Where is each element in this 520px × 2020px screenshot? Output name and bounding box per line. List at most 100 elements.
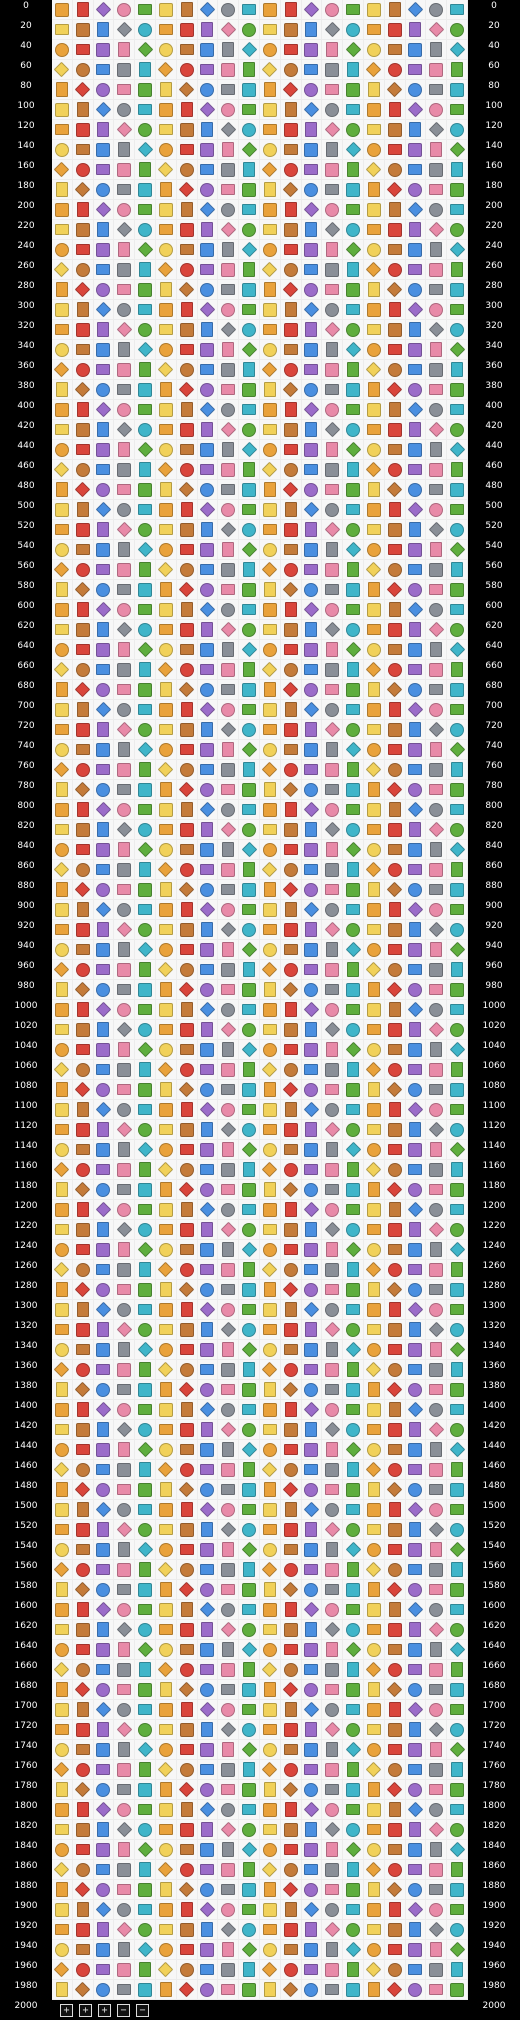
icon-cell[interactable]: [72, 1240, 94, 1260]
icon-cell[interactable]: [259, 300, 281, 320]
icon-cell[interactable]: [301, 720, 323, 740]
icon-cell[interactable]: [218, 920, 240, 940]
icon-cell[interactable]: [363, 1920, 385, 1940]
icon-cell[interactable]: [114, 660, 136, 680]
icon-cell[interactable]: [155, 1300, 177, 1320]
icon-cell[interactable]: [259, 960, 281, 980]
icon-cell[interactable]: [447, 1600, 468, 1620]
icon-cell[interactable]: [93, 1720, 115, 1740]
icon-cell[interactable]: [280, 560, 302, 580]
icon-cell[interactable]: [239, 1420, 260, 1440]
icon-cell[interactable]: [343, 360, 364, 380]
icon-cell[interactable]: [343, 940, 364, 960]
icon-cell[interactable]: [384, 1480, 406, 1500]
icon-cell[interactable]: [114, 120, 136, 140]
icon-cell[interactable]: [280, 600, 302, 620]
icon-cell[interactable]: [280, 1120, 302, 1140]
icon-cell[interactable]: [363, 1780, 385, 1800]
icon-cell[interactable]: [155, 1340, 177, 1360]
icon-cell[interactable]: [259, 1220, 281, 1240]
icon-cell[interactable]: [135, 320, 156, 340]
icon-cell[interactable]: [259, 1180, 281, 1200]
icon-cell[interactable]: [176, 1060, 198, 1080]
icon-cell[interactable]: [426, 160, 448, 180]
icon-cell[interactable]: [135, 1500, 156, 1520]
icon-cell[interactable]: [239, 1940, 260, 1960]
icon-cell[interactable]: [447, 260, 468, 280]
icon-cell[interactable]: [426, 980, 448, 1000]
icon-cell[interactable]: [218, 520, 240, 540]
icon-cell[interactable]: [218, 800, 240, 820]
icon-cell[interactable]: [72, 1200, 94, 1220]
icon-cell[interactable]: [280, 380, 302, 400]
icon-cell[interactable]: [114, 580, 136, 600]
icon-cell[interactable]: [301, 960, 323, 980]
icon-cell[interactable]: [93, 480, 115, 500]
icon-cell[interactable]: [322, 1340, 344, 1360]
icon-cell[interactable]: [155, 80, 177, 100]
icon-cell[interactable]: [52, 820, 73, 840]
icon-cell[interactable]: [322, 0, 344, 20]
icon-cell[interactable]: [301, 1500, 323, 1520]
icon-cell[interactable]: [218, 1660, 240, 1680]
icon-cell[interactable]: [239, 1860, 260, 1880]
icon-cell[interactable]: [52, 100, 73, 120]
icon-cell[interactable]: [301, 480, 323, 500]
icon-cell[interactable]: [176, 1360, 198, 1380]
icon-cell[interactable]: [280, 1560, 302, 1580]
icon-cell[interactable]: [343, 560, 364, 580]
icon-cell[interactable]: [447, 1020, 468, 1040]
icon-cell[interactable]: [155, 1040, 177, 1060]
icon-cell[interactable]: [322, 1680, 344, 1700]
icon-cell[interactable]: [343, 440, 364, 460]
icon-cell[interactable]: [93, 1940, 115, 1960]
icon-cell[interactable]: [176, 80, 198, 100]
icon-cell[interactable]: [218, 1540, 240, 1560]
icon-cell[interactable]: [72, 940, 94, 960]
icon-cell[interactable]: [322, 1260, 344, 1280]
icon-cell[interactable]: [93, 240, 115, 260]
icon-cell[interactable]: [280, 1620, 302, 1640]
icon-cell[interactable]: [197, 1540, 219, 1560]
icon-cell[interactable]: [280, 1700, 302, 1720]
icon-cell[interactable]: [218, 580, 240, 600]
icon-cell[interactable]: [322, 820, 344, 840]
icon-cell[interactable]: [239, 1160, 260, 1180]
icon-cell[interactable]: [218, 1040, 240, 1060]
icon-cell[interactable]: [301, 1220, 323, 1240]
icon-cell[interactable]: [114, 1560, 136, 1580]
icon-cell[interactable]: [93, 760, 115, 780]
icon-cell[interactable]: [52, 1000, 73, 1020]
icon-cell[interactable]: [447, 760, 468, 780]
icon-cell[interactable]: [280, 1980, 302, 2000]
icon-cell[interactable]: [135, 400, 156, 420]
icon-cell[interactable]: [343, 1140, 364, 1160]
icon-cell[interactable]: [259, 1700, 281, 1720]
icon-cell[interactable]: [343, 260, 364, 280]
icon-cell[interactable]: [218, 1060, 240, 1080]
icon-cell[interactable]: [93, 20, 115, 40]
icon-cell[interactable]: [322, 1760, 344, 1780]
icon-cell[interactable]: [259, 1900, 281, 1920]
icon-cell[interactable]: [239, 1740, 260, 1760]
icon-cell[interactable]: [426, 1920, 448, 1940]
icon-cell[interactable]: [426, 1180, 448, 1200]
icon-cell[interactable]: [239, 840, 260, 860]
icon-cell[interactable]: [72, 180, 94, 200]
icon-cell[interactable]: [52, 1920, 73, 1940]
icon-cell[interactable]: [280, 1440, 302, 1460]
icon-cell[interactable]: [135, 780, 156, 800]
icon-cell[interactable]: [239, 800, 260, 820]
icon-cell[interactable]: [384, 920, 406, 940]
icon-cell[interactable]: [259, 0, 281, 20]
icon-cell[interactable]: [447, 500, 468, 520]
icon-cell[interactable]: [363, 80, 385, 100]
icon-cell[interactable]: [135, 240, 156, 260]
icon-cell[interactable]: [197, 1820, 219, 1840]
icon-cell[interactable]: [135, 1340, 156, 1360]
icon-cell[interactable]: [52, 200, 73, 220]
icon-cell[interactable]: [72, 360, 94, 380]
icon-cell[interactable]: [155, 300, 177, 320]
icon-cell[interactable]: [52, 1020, 73, 1040]
icon-cell[interactable]: [218, 400, 240, 420]
